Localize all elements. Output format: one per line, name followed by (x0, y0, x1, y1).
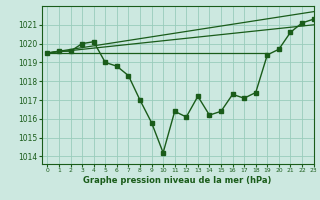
X-axis label: Graphe pression niveau de la mer (hPa): Graphe pression niveau de la mer (hPa) (84, 176, 272, 185)
